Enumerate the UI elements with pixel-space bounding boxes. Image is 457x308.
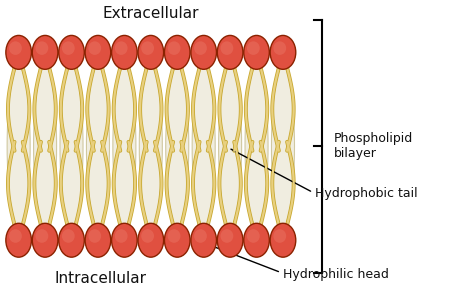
Ellipse shape [247,41,260,55]
Ellipse shape [62,41,74,55]
Ellipse shape [58,223,84,257]
Ellipse shape [6,35,32,69]
Ellipse shape [221,41,234,55]
Ellipse shape [245,67,268,226]
Ellipse shape [138,35,164,69]
Ellipse shape [85,223,111,257]
Ellipse shape [273,41,286,55]
Ellipse shape [194,229,207,243]
Ellipse shape [33,67,57,226]
Ellipse shape [218,223,243,257]
Ellipse shape [115,229,128,243]
Text: Extracellular: Extracellular [102,6,199,21]
Ellipse shape [141,41,154,55]
Ellipse shape [139,67,162,226]
Ellipse shape [32,35,58,69]
Ellipse shape [244,35,269,69]
Text: Intracellular: Intracellular [54,271,147,286]
Ellipse shape [168,229,181,243]
Ellipse shape [165,223,190,257]
Ellipse shape [138,223,164,257]
Ellipse shape [112,223,137,257]
Ellipse shape [86,67,110,226]
Ellipse shape [194,41,207,55]
Ellipse shape [244,223,269,257]
Ellipse shape [88,229,101,243]
Ellipse shape [112,35,137,69]
Ellipse shape [191,35,217,69]
Ellipse shape [6,223,32,257]
Ellipse shape [7,67,30,226]
Text: Phospholipid
bilayer: Phospholipid bilayer [334,132,413,160]
Ellipse shape [58,35,84,69]
Ellipse shape [270,223,296,257]
Ellipse shape [36,229,48,243]
Ellipse shape [9,41,22,55]
Ellipse shape [166,67,189,226]
Ellipse shape [115,41,128,55]
Ellipse shape [113,67,136,226]
Ellipse shape [62,229,74,243]
Ellipse shape [36,41,48,55]
Ellipse shape [218,67,242,226]
Ellipse shape [165,35,190,69]
Ellipse shape [9,229,22,243]
Ellipse shape [218,35,243,69]
Ellipse shape [141,229,154,243]
Text: Hydrophilic head: Hydrophilic head [283,268,389,281]
Ellipse shape [273,229,286,243]
Ellipse shape [221,229,234,243]
Ellipse shape [88,41,101,55]
Ellipse shape [191,223,217,257]
Ellipse shape [270,35,296,69]
Ellipse shape [192,67,215,226]
Ellipse shape [247,229,260,243]
Ellipse shape [85,35,111,69]
Ellipse shape [271,67,294,226]
Text: Hydrophobic tail: Hydrophobic tail [315,187,418,200]
Ellipse shape [32,223,58,257]
Ellipse shape [168,41,181,55]
Ellipse shape [60,67,83,226]
